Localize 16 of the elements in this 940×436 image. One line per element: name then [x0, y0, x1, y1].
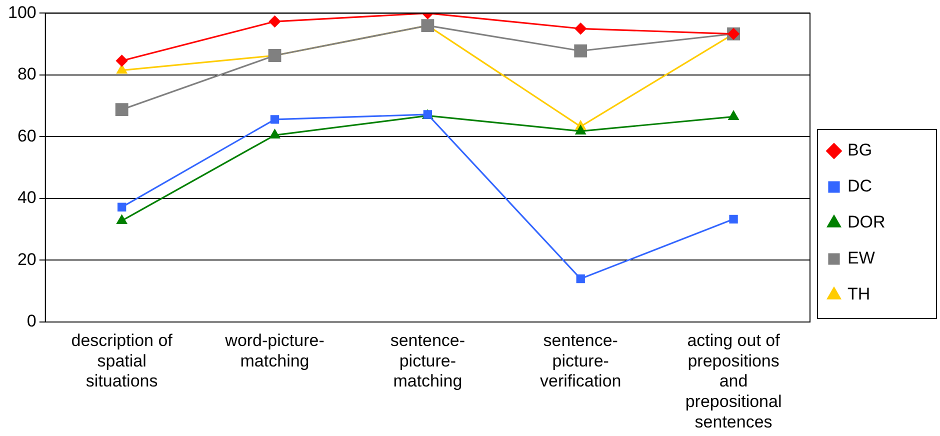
- y-tick-label: 100: [8, 2, 36, 22]
- legend-label: EW: [848, 248, 875, 268]
- x-tick-label: sentence- picture- matching: [390, 330, 466, 391]
- y-tick-label: 0: [26, 312, 36, 331]
- x-tick-label: description of spatial situations: [71, 330, 173, 391]
- y-tick-label: 80: [17, 64, 36, 84]
- x-tick-label: sentence- picture- verification: [540, 330, 622, 391]
- legend-label: TH: [848, 284, 870, 304]
- legend-label: BG: [848, 140, 872, 160]
- legend-label: DOR: [848, 212, 886, 232]
- legend-label: DC: [848, 176, 872, 196]
- y-tick-label: 60: [17, 126, 36, 146]
- x-tick-label: word-picture- matching: [224, 330, 324, 370]
- y-tick-label: 40: [17, 188, 36, 208]
- x-tick-label: acting out of prepositions and prepositional sentences: [685, 330, 782, 432]
- y-tick-label: 20: [17, 250, 36, 269]
